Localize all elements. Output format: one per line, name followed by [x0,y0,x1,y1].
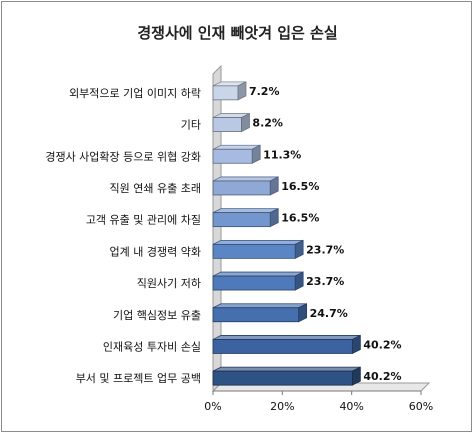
value-label: 23.7% [306,275,344,288]
value-label: 40.2% [363,338,401,351]
value-label: 40.2% [363,370,401,383]
bar [212,370,353,386]
bar [212,243,296,259]
bar [212,148,253,164]
category-label: 기타 [181,119,201,132]
bar [212,212,271,228]
value-label: 11.3% [263,148,301,161]
category-label: 외부적으로 기업 이미지 하락 [69,86,201,100]
category-label: 부서 및 프로젝트 업무 공백 [76,372,201,385]
bar-top-face [212,176,279,182]
x-tick-label: 60% [409,400,433,413]
bar-top-face [212,271,304,277]
bar-top-face [212,239,304,245]
value-label: 7.2% [249,85,280,98]
bar-top-face [212,208,279,214]
category-label: 경쟁사 사업확장 등으로 위협 강화 [45,150,201,163]
bar [212,85,239,101]
value-label: 16.5% [281,212,319,225]
chart-title: 경쟁사에 인재 빼앗겨 입은 손실 [137,24,338,42]
bar [212,339,353,354]
bar [212,307,300,323]
bar [212,180,271,196]
bar [212,117,242,132]
x-tick-label: 20% [270,400,294,413]
category-label: 인재육성 투자비 손실 [103,340,201,353]
value-label: 16.5% [281,180,319,193]
bar-top-face [212,335,361,340]
category-label: 기업 핵심정보 유출 [113,309,201,322]
category-label: 직원 연쇄 유출 초래 [110,182,201,195]
category-label: 직원사기 저하 [137,276,201,290]
value-label: 23.7% [306,243,344,256]
category-label: 고객 유출 및 관리에 차질 [86,214,201,227]
x-tick-label: 40% [339,400,363,413]
value-label: 8.2% [252,117,283,130]
bar-top-face [212,366,361,372]
x-tick-label: 0% [204,400,221,413]
value-label: 24.7% [310,307,348,320]
category-label: 업계 내 경쟁력 약화 [110,244,201,258]
bar [212,275,296,291]
bar-top-face [212,303,307,309]
